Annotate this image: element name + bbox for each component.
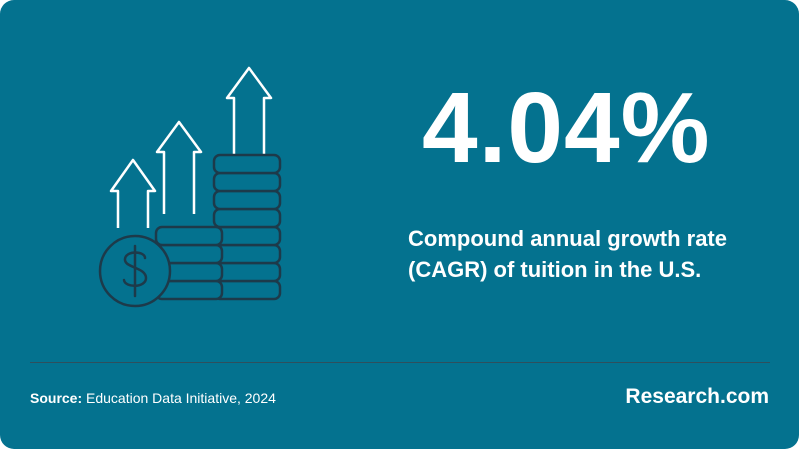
dollar-coin-icon — [98, 234, 172, 308]
source-text: Education Data Initiative, 2024 — [86, 390, 276, 406]
up-arrow-icon — [225, 66, 273, 166]
stat-description: Compound annual growth rate (CAGR) of tu… — [408, 224, 778, 286]
description-line-1: Compound annual growth rate — [408, 226, 727, 251]
description-line-2: (CAGR) of tuition in the U.S. — [408, 256, 702, 282]
coins-growth-icon — [98, 66, 282, 308]
stat-value: 4.04% — [422, 72, 711, 184]
source-citation: Source: Education Data Initiative, 2024 — [30, 390, 276, 406]
divider — [30, 362, 770, 363]
up-arrow-icon — [155, 120, 203, 214]
up-arrow-icon — [109, 158, 157, 228]
brand-logo: Research.com — [625, 385, 769, 408]
source-label: Source: — [30, 390, 83, 406]
